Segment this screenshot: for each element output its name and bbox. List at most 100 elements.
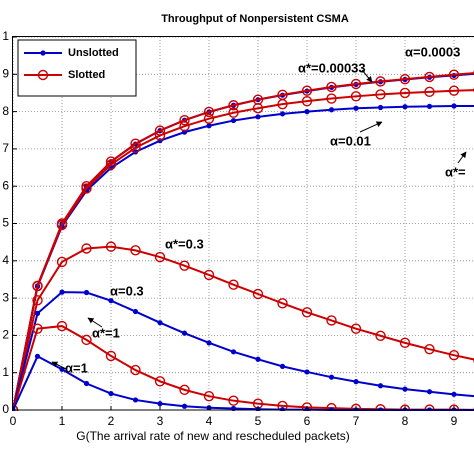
data-point [132, 397, 139, 403]
x-tick-label: 1 [59, 414, 66, 428]
data-point [181, 403, 188, 409]
data-point [81, 183, 92, 194]
data-point [81, 243, 92, 254]
data-point [179, 114, 190, 126]
data-point [402, 104, 408, 110]
data-point [228, 395, 239, 406]
data-point [252, 288, 264, 300]
plot-area [12, 69, 474, 411]
data-point [424, 344, 435, 355]
annotation: α=0.0003 [405, 44, 460, 59]
data-point [105, 241, 117, 252]
data-point [375, 330, 386, 341]
annotation: α=1 [65, 360, 88, 375]
data-point [59, 289, 65, 295]
data-point [206, 340, 212, 346]
y-tick-label: 7 [2, 141, 9, 155]
data-point [108, 298, 114, 304]
data-point [154, 130, 166, 141]
data-point [81, 334, 92, 346]
data-point [130, 142, 141, 153]
annotation: α*=1 [92, 325, 120, 340]
y-tick-label: 2 [2, 328, 9, 342]
data-point [326, 93, 337, 104]
y-tick-label: 1 [2, 365, 9, 379]
annotation: α=0.01 [330, 133, 371, 148]
x-tick-label: 0 [10, 414, 17, 428]
data-point [32, 295, 43, 306]
data-point [255, 114, 261, 120]
data-point [181, 330, 188, 336]
data-point [203, 106, 215, 118]
x-tick-label: 5 [255, 414, 262, 428]
data-point [350, 91, 362, 102]
series-line [12, 291, 474, 411]
data-point [279, 363, 286, 369]
data-point [402, 386, 408, 392]
legend-box [17, 39, 137, 97]
annotation-arrow [457, 151, 467, 164]
data-point [350, 403, 362, 411]
data-point [203, 390, 215, 402]
data-point [448, 349, 460, 361]
data-point [203, 269, 215, 281]
data-point [56, 320, 68, 332]
data-point [230, 349, 237, 355]
data-point [399, 87, 411, 99]
x-tick-label: 2 [108, 414, 115, 428]
data-point [375, 89, 386, 100]
data-point [399, 337, 411, 349]
y-tick-label: 3 [2, 290, 9, 304]
data-point [377, 104, 384, 111]
data-point [326, 315, 337, 326]
annotation-arrow [87, 317, 103, 328]
plot-frame [12, 36, 474, 411]
annotation-arrow [359, 121, 383, 133]
y-tick-label: 6 [2, 178, 9, 192]
annotation: α*=0.00033 [298, 60, 366, 75]
data-point [304, 369, 310, 375]
data-point [32, 323, 43, 334]
data-point [56, 256, 68, 268]
data-point [350, 323, 362, 334]
data-point [228, 279, 239, 290]
data-point [375, 76, 386, 87]
data-point [301, 95, 313, 107]
data-point [353, 379, 359, 385]
legend: Unslotted Slotted [17, 39, 137, 97]
data-point [426, 103, 433, 109]
data-point [228, 100, 239, 111]
data-point [304, 109, 310, 115]
data-point [451, 391, 457, 397]
legend-label: Slotted [68, 69, 105, 81]
data-point [179, 260, 190, 271]
data-point [448, 69, 460, 80]
x-tick-label: 8 [402, 414, 409, 428]
data-point [206, 123, 212, 129]
data-point [252, 103, 264, 114]
data-point [399, 73, 411, 85]
data-point [326, 402, 337, 411]
data-point [424, 71, 435, 83]
data-point [108, 390, 114, 397]
data-point [328, 374, 335, 380]
data-point [157, 401, 163, 407]
data-point [279, 111, 286, 117]
x-tick-label: 9 [451, 414, 458, 428]
y-tick-label: 1 [2, 29, 9, 43]
data-point [154, 251, 166, 263]
data-point [179, 120, 190, 132]
y-tick-label: 9 [2, 66, 9, 80]
y-tick-label: 5 [2, 216, 9, 230]
data-point [255, 356, 261, 362]
data-point [203, 113, 215, 124]
y-tick-label: 4 [2, 253, 9, 267]
data-point [154, 376, 166, 387]
y-tick-label: 8 [2, 104, 9, 118]
data-point [32, 280, 43, 292]
data-point [130, 364, 141, 376]
data-point [130, 245, 141, 256]
data-point [350, 78, 362, 90]
data-point [83, 289, 90, 296]
